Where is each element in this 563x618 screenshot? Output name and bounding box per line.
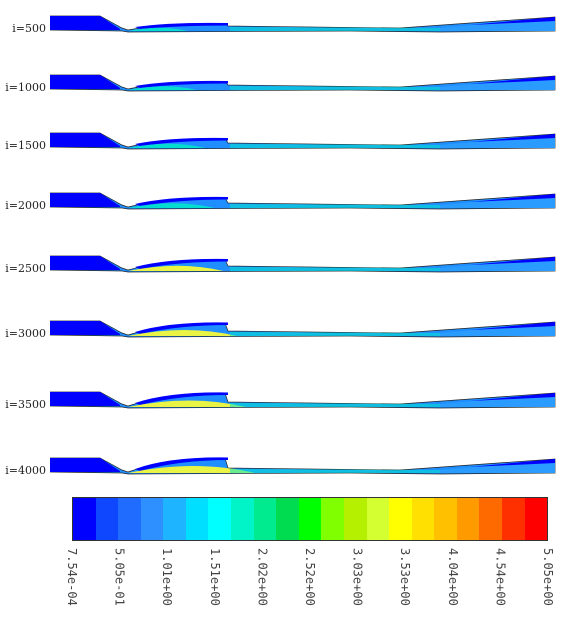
contour-plot [50,320,556,338]
colorbar-swatch [140,498,164,540]
contour-panel: i=1500 [0,130,563,160]
contour-panel: i=500 [0,13,563,43]
contour-panel: i=1000 [0,72,563,102]
panel-label: i=2000 [5,199,46,212]
colorbar-tick-label: 5.05e-01 [112,548,127,606]
colorbar-swatch [411,498,435,540]
colorbar-tick-label: 3.03e+00 [350,548,365,606]
colorbar-tick-label: 1.51e+00 [207,548,222,606]
panel-label: i=2500 [5,262,46,275]
panel-label: i=500 [12,22,46,35]
colorbar [72,497,548,541]
colorbar-swatch [343,498,367,540]
colorbar-swatch [73,498,96,540]
contour-plot [50,457,556,475]
colorbar-tick-label: 2.02e+00 [255,548,270,606]
colorbar-swatch [524,498,548,540]
contour-panel: i=3000 [0,318,563,348]
colorbar-swatch [298,498,322,540]
colorbar-swatch [253,498,277,540]
contour-panel: i=4000 [0,455,563,485]
colorbar-tick-label: 4.04e+00 [445,548,460,606]
colorbar-tick-label: 2.52e+00 [303,548,317,606]
colorbar-tick-label: 5.05e+00 [541,548,555,606]
colorbar-tick-label: 1.01e+00 [160,548,175,606]
colorbar-swatch [434,498,457,540]
colorbar-tick-label: 4.54e+00 [493,548,508,606]
colorbar-swatch [321,498,344,540]
colorbar-swatch [185,498,209,540]
colorbar-swatch [456,498,480,540]
colorbar-swatch [118,498,141,540]
panel-label: i=3500 [5,398,46,411]
contour-plot [50,74,556,92]
contour-plot [50,255,556,273]
colorbar-swatch [501,498,525,540]
contour-panel: i=3500 [0,389,563,419]
contour-panel: i=2000 [0,190,563,220]
panel-label: i=1500 [5,139,46,152]
colorbar-swatch [366,498,390,540]
colorbar-tick-label: 3.53e+00 [398,548,413,606]
colorbar-tick-label: 7.54e-04 [65,548,79,606]
panel-label: i=3000 [5,327,46,340]
colorbar-swatch [208,498,232,540]
contour-plot [50,391,556,409]
contour-panel: i=2500 [0,253,563,283]
colorbar-swatch [231,498,254,540]
colorbar-swatch [95,498,119,540]
colorbar-swatch [389,498,412,540]
contour-plot [50,132,556,150]
contour-plot [50,192,556,210]
contour-plot [50,15,556,33]
colorbar-swatch [479,498,502,540]
panel-label: i=4000 [5,464,46,477]
colorbar-swatch [163,498,186,540]
panel-label: i=1000 [5,81,46,94]
colorbar-swatch [276,498,299,540]
